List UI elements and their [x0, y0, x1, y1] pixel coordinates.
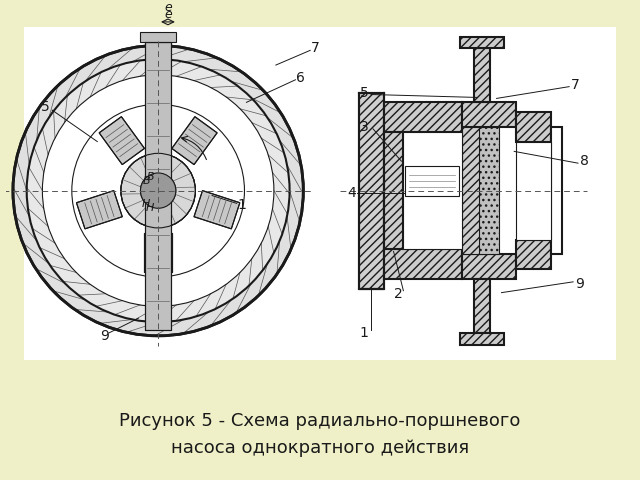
- Circle shape: [141, 173, 176, 208]
- Text: 7: 7: [571, 78, 579, 92]
- Bar: [145, 42, 171, 330]
- Text: Рисунок 5 - Схема радиально-поршневого: Рисунок 5 - Схема радиально-поршневого: [119, 412, 521, 430]
- Text: 2: 2: [394, 287, 403, 300]
- Bar: [460, 333, 504, 345]
- Text: насоса однократного действия: насоса однократного действия: [171, 439, 469, 456]
- Bar: [460, 36, 504, 48]
- Polygon shape: [145, 233, 172, 272]
- Bar: [384, 250, 462, 279]
- Text: 9: 9: [575, 277, 584, 291]
- Text: 4: 4: [347, 186, 356, 200]
- Circle shape: [121, 153, 195, 228]
- Text: B: B: [143, 176, 150, 186]
- Text: 1: 1: [237, 198, 246, 212]
- Text: 1: 1: [360, 326, 369, 340]
- Circle shape: [141, 173, 176, 208]
- Text: e: e: [164, 1, 172, 14]
- Text: H: H: [142, 199, 150, 209]
- Text: 6: 6: [296, 71, 305, 85]
- Bar: [403, 132, 462, 250]
- Bar: [359, 93, 384, 288]
- Text: 7: 7: [311, 41, 319, 55]
- Bar: [462, 102, 516, 127]
- Bar: [24, 27, 616, 360]
- Bar: [479, 127, 499, 254]
- Text: 9: 9: [100, 329, 109, 343]
- Bar: [405, 166, 460, 195]
- Polygon shape: [172, 117, 217, 165]
- Bar: [462, 127, 482, 254]
- Polygon shape: [194, 191, 240, 229]
- Bar: [516, 112, 550, 142]
- Text: 5: 5: [360, 85, 369, 99]
- Bar: [474, 48, 490, 102]
- Text: e: e: [164, 8, 172, 21]
- Text: 5: 5: [41, 100, 50, 114]
- Bar: [145, 42, 171, 330]
- Polygon shape: [99, 117, 145, 165]
- Text: 8: 8: [580, 154, 589, 168]
- Bar: [384, 132, 403, 250]
- Circle shape: [44, 76, 273, 305]
- Bar: [516, 142, 550, 240]
- Bar: [516, 240, 550, 269]
- Text: B: B: [147, 172, 154, 182]
- Text: 3: 3: [360, 120, 369, 134]
- Bar: [384, 102, 462, 132]
- Bar: [550, 127, 563, 254]
- Bar: [141, 32, 176, 42]
- Text: H: H: [146, 204, 154, 213]
- Bar: [462, 254, 516, 279]
- Bar: [474, 279, 490, 333]
- Polygon shape: [76, 191, 122, 229]
